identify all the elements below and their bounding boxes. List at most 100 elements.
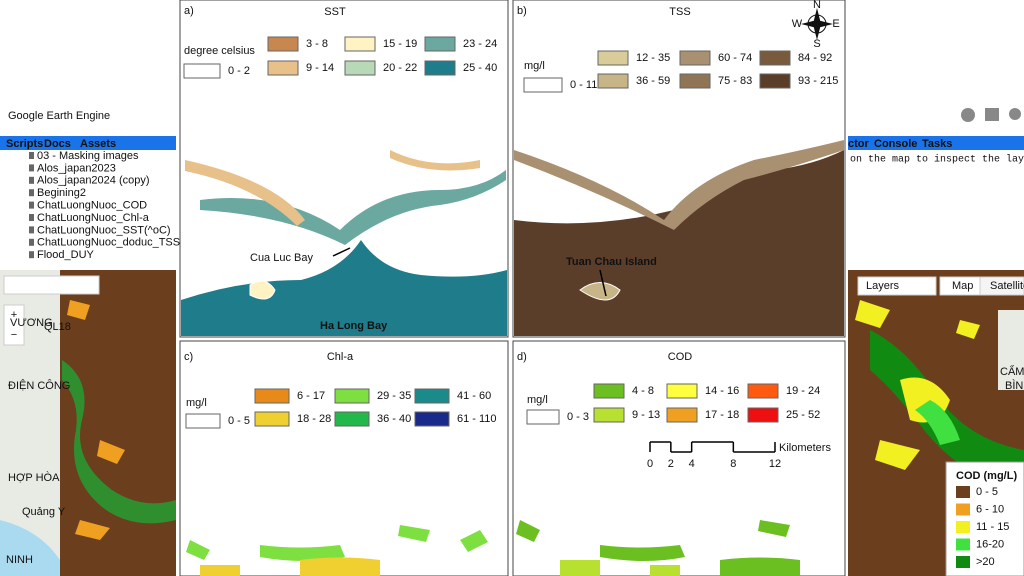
file-icon: [29, 164, 34, 172]
tab[interactable]: Tasks: [922, 138, 952, 150]
legend-label: 20 - 22: [383, 62, 417, 74]
annotation: Cua Luc Bay: [250, 252, 313, 264]
compass-rose: [801, 8, 833, 40]
tab[interactable]: Docs: [44, 138, 71, 150]
legend-label: 17 - 18: [705, 409, 739, 421]
legend-label: 60 - 74: [718, 52, 752, 64]
legend-swatch: [183, 63, 221, 79]
map-label: VƯƠNG: [10, 317, 53, 329]
annotation: Tuan Chau Island: [566, 256, 657, 268]
file-item[interactable]: ChatLuongNuoc_doduc_TSS: [37, 237, 180, 249]
legend-label: 23 - 24: [463, 38, 497, 50]
legend-label: 0 - 5: [976, 486, 998, 498]
island: [579, 282, 621, 301]
tab[interactable]: Console: [874, 138, 917, 150]
legend-label: 16-20: [976, 538, 1004, 550]
water: [0, 520, 60, 576]
legend-swatch: [267, 36, 299, 52]
scale-unit: Kilometers: [779, 442, 831, 454]
legend-unit: degree celsius: [184, 45, 255, 57]
tab[interactable]: Scripts: [6, 138, 43, 150]
cod-green: [870, 330, 1024, 490]
map-button-label[interactable]: Satellite: [990, 280, 1024, 292]
panel-c: [179, 340, 509, 576]
tab[interactable]: Assets: [80, 138, 116, 150]
map-label: ĐIỆN CÔNG: [8, 379, 70, 392]
legend-swatch: [523, 77, 563, 93]
legend-label: 12 - 35: [636, 52, 670, 64]
legend-swatch: [679, 50, 711, 66]
legend-swatch: [956, 521, 970, 533]
panel-title: Chl-a: [327, 351, 354, 363]
help-icon[interactable]: [961, 108, 975, 122]
file-item[interactable]: ChatLuongNuoc_COD: [37, 200, 147, 212]
file-icon: [29, 238, 34, 246]
file-item[interactable]: ChatLuongNuoc_SST(^oC): [37, 224, 171, 236]
legend-swatch: [956, 556, 970, 568]
legend-label: 41 - 60: [457, 390, 491, 402]
file-item[interactable]: Alos_japan2023: [37, 162, 116, 174]
cod-patch: [560, 560, 680, 576]
panel-title: COD: [668, 351, 693, 363]
map-label: BÌNH: [1005, 379, 1024, 392]
legend-swatch: [593, 383, 625, 399]
legend-label: 9 - 13: [632, 409, 660, 421]
legend-label: 36 - 40: [377, 413, 411, 425]
file-item[interactable]: ChatLuongNuoc_Chl-a: [37, 212, 150, 224]
file-icon: [29, 214, 34, 221]
map-button-label[interactable]: Map: [952, 280, 973, 292]
tss-estuary: [514, 140, 844, 230]
compass-letter: W: [792, 18, 803, 30]
feedback-icon[interactable]: [985, 108, 999, 121]
scale-label: 2: [668, 458, 674, 470]
legend-swatch: [344, 60, 376, 76]
file-item[interactable]: Flood_DUY: [37, 249, 95, 261]
account-icon[interactable]: [1009, 108, 1021, 120]
island: [249, 280, 276, 300]
chl-patch: [200, 557, 380, 576]
legend-swatch: [424, 60, 456, 76]
legend-label: 11 - 15: [976, 521, 1009, 533]
satellite-button[interactable]: [979, 276, 1024, 296]
sea: [181, 240, 507, 336]
legend-swatch: [956, 486, 970, 498]
compass-letter: E: [832, 18, 839, 30]
legend-swatch: [267, 60, 299, 76]
zoom-in[interactable]: +: [11, 309, 17, 321]
panel-title: TSS: [669, 6, 690, 18]
legend-swatch: [334, 411, 370, 427]
map-button-label[interactable]: Layers: [866, 280, 900, 292]
legend-label: 25 - 40: [463, 62, 497, 74]
zoom-control[interactable]: [3, 304, 25, 346]
panel-label: c): [184, 351, 193, 363]
legend-label: 14 - 16: [705, 385, 739, 397]
cod-patch: [516, 520, 800, 576]
file-item[interactable]: Begining2: [37, 187, 86, 199]
file-icon: [29, 226, 34, 234]
file-icon: [29, 251, 34, 259]
zoom-out[interactable]: −: [11, 329, 17, 341]
map-label: HỢP HÒA: [8, 471, 60, 484]
file-item[interactable]: 03 - Masking images: [37, 150, 139, 162]
tab[interactable]: ctor: [848, 138, 870, 150]
arrow: [599, 269, 607, 297]
legend-swatch: [414, 411, 450, 427]
right-tab-bar: [848, 136, 1024, 150]
legend-swatch: [414, 388, 450, 404]
legend-unit: mg/l: [524, 60, 545, 72]
annotation: Ha Long Bay: [320, 320, 388, 332]
legend-title: COD (mg/L): [956, 470, 1017, 482]
map-tools[interactable]: [3, 275, 100, 295]
legend-label: 6 - 10: [976, 503, 1004, 515]
compass-letter: N: [813, 0, 821, 11]
shallow: [185, 150, 480, 226]
file-icon: [29, 176, 34, 184]
legend-swatch: [526, 409, 560, 425]
legend-swatch: [344, 36, 376, 52]
legend-swatch: [254, 411, 290, 427]
file-icon: [29, 189, 34, 197]
file-item[interactable]: Alos_japan2024 (copy): [37, 175, 150, 187]
layers-button[interactable]: [857, 276, 937, 296]
legend-label: 0 - 5: [228, 415, 250, 427]
